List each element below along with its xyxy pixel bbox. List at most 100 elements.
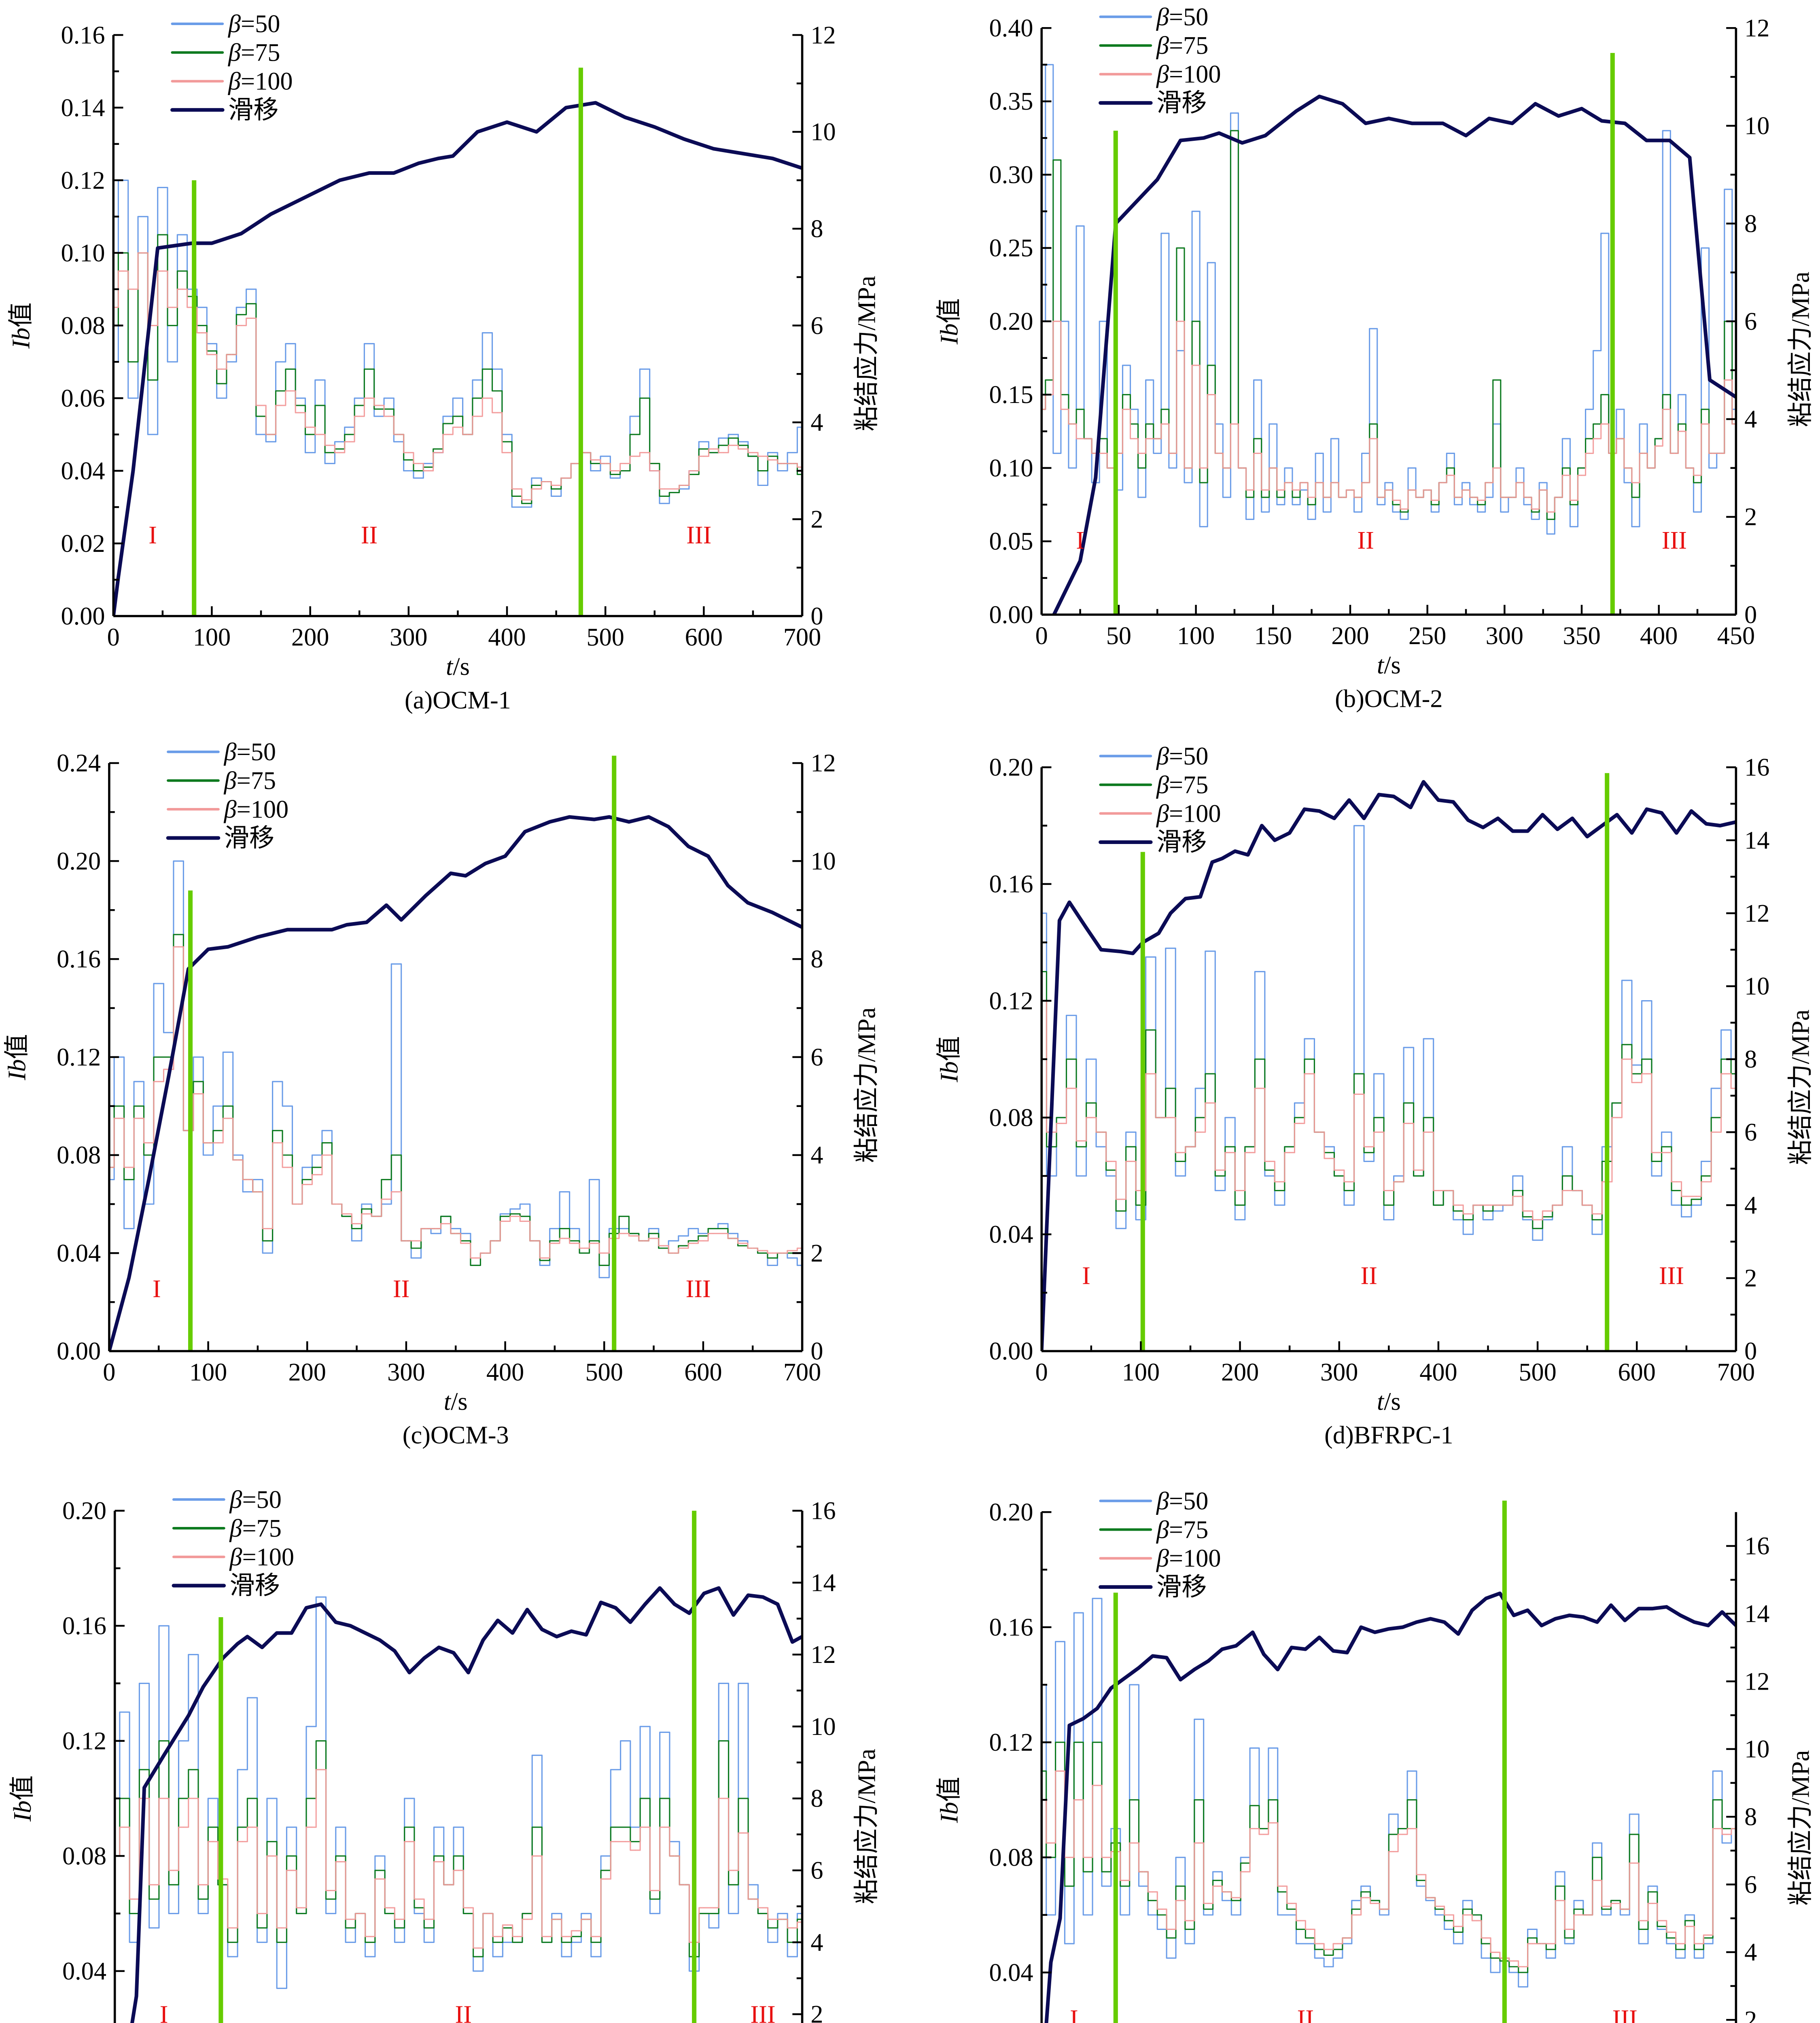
series-b100-point — [576, 1930, 577, 1932]
series-b75-point — [1279, 1190, 1280, 1191]
series-b100-point — [1087, 1857, 1088, 1858]
series-slip-point — [1512, 1614, 1516, 1617]
series-b75-point — [1071, 1058, 1072, 1060]
series-slip-point — [1151, 1654, 1154, 1658]
series-b75-point — [202, 1898, 204, 1900]
series-b100-point — [1537, 1219, 1538, 1220]
series-b75-point — [409, 1826, 410, 1828]
y-tick-label: 0.15 — [989, 381, 1033, 409]
series-slip-point — [240, 232, 243, 235]
y-tick-label: 0.04 — [57, 1240, 101, 1267]
series-slip-point — [623, 115, 627, 119]
series-b100-point — [1717, 1828, 1718, 1829]
series-b50-point — [1072, 467, 1073, 469]
series-b100-point — [261, 1913, 263, 1914]
series-slip-point — [1600, 824, 1604, 827]
series-b75-point — [1666, 1146, 1667, 1147]
series-b75-point — [437, 448, 439, 450]
series-b50-point — [1226, 496, 1228, 498]
series-b50-point — [1234, 112, 1235, 114]
legend-label-symbol: β — [228, 39, 241, 67]
series-slip-point — [1262, 1652, 1266, 1656]
series-slip-point — [1665, 1605, 1668, 1609]
series-slip-point — [761, 1595, 765, 1599]
series-slip-point — [201, 1685, 205, 1689]
series-slip-point — [1585, 835, 1589, 838]
y-tick-label: 0.05 — [989, 528, 1033, 556]
series-b50-point — [280, 361, 281, 363]
series-b75-point — [162, 234, 163, 235]
series-b75-point — [1106, 1871, 1107, 1872]
series-b100-point — [516, 488, 518, 490]
series-b100-point — [1118, 453, 1120, 454]
series-b100-point — [1411, 1828, 1413, 1829]
series-slip-point — [712, 147, 715, 151]
y-tick-label: 0.04 — [989, 1221, 1033, 1249]
series-slip-point — [505, 120, 509, 124]
series-b75-point — [536, 485, 537, 486]
series-slip-point — [1220, 1647, 1224, 1651]
series-b75-point — [1069, 1885, 1070, 1887]
series-slip-point — [1401, 1625, 1404, 1629]
series-b75-point — [762, 470, 764, 471]
series-slip-point — [481, 1638, 485, 1642]
series-b100-point — [202, 1884, 204, 1885]
series-b50-point — [1172, 467, 1173, 469]
y2-tick-label: 0 — [1744, 1338, 1757, 1365]
series-b75-point — [197, 1081, 199, 1082]
series-b50-point — [398, 441, 399, 442]
series-b100-point — [435, 1228, 437, 1229]
series-b50-point — [1051, 1175, 1052, 1177]
series-b50-point — [1143, 1885, 1144, 1887]
series-slip-point — [147, 1178, 151, 1181]
series-b100-point — [398, 434, 399, 435]
series-b100-point — [1124, 1880, 1126, 1881]
series-slip-point — [496, 1618, 500, 1622]
series-b50-point — [1666, 130, 1667, 131]
legend-label-value: 滑移 — [1156, 829, 1207, 856]
x-tick-label: 500 — [585, 1359, 623, 1386]
series-b100-point — [1150, 1073, 1152, 1075]
legend-label-value: =100 — [1169, 1545, 1221, 1572]
series-b100-point — [366, 1213, 367, 1215]
x-tick-label: 300 — [390, 623, 427, 651]
y-tick-label: 0.08 — [61, 312, 105, 339]
series-b75-point — [178, 934, 179, 935]
series-b75-point — [1434, 504, 1436, 505]
y2-tick-label: 4 — [1744, 1939, 1757, 1966]
legend-label-symbol: β — [228, 11, 241, 38]
series-b50-point — [1078, 1612, 1079, 1614]
series-slip-point — [771, 157, 774, 160]
legend-label-value: =100 — [237, 796, 289, 823]
y-axis-title: Ib值 — [8, 302, 35, 349]
series-b100-point — [674, 1855, 675, 1857]
series-b100-point — [173, 1870, 174, 1871]
series-slip-point — [1058, 1917, 1062, 1920]
series-b100-point — [1473, 496, 1474, 498]
series-slip-point — [449, 872, 453, 875]
series-b75-point — [742, 1245, 743, 1247]
series-slip-point — [732, 1613, 735, 1617]
series-b50-point — [615, 1769, 616, 1771]
series-b75-point — [1438, 1204, 1439, 1206]
series-b100-point — [1180, 1152, 1181, 1153]
series-slip-point — [437, 1646, 441, 1649]
series-b100-point — [467, 434, 468, 435]
series-b75-point — [733, 1884, 734, 1885]
series-b100-point — [1172, 453, 1173, 454]
series-b50-point — [1697, 511, 1698, 513]
plot-area — [109, 815, 802, 1351]
series-b75-point — [664, 1798, 666, 1799]
series-b100-point — [1725, 1073, 1727, 1075]
x-tick-label: 350 — [1563, 622, 1600, 650]
series-b50-point — [1288, 467, 1289, 469]
series-b50-point — [162, 187, 163, 188]
series-b100-point — [388, 416, 390, 417]
series-b100-point — [1195, 365, 1196, 366]
series-slip-point — [1470, 1608, 1474, 1612]
series-b100-point — [1408, 1123, 1409, 1124]
series-b100-point — [477, 416, 478, 417]
series-b50-point — [1209, 950, 1211, 952]
series-b100-point — [752, 1247, 753, 1249]
